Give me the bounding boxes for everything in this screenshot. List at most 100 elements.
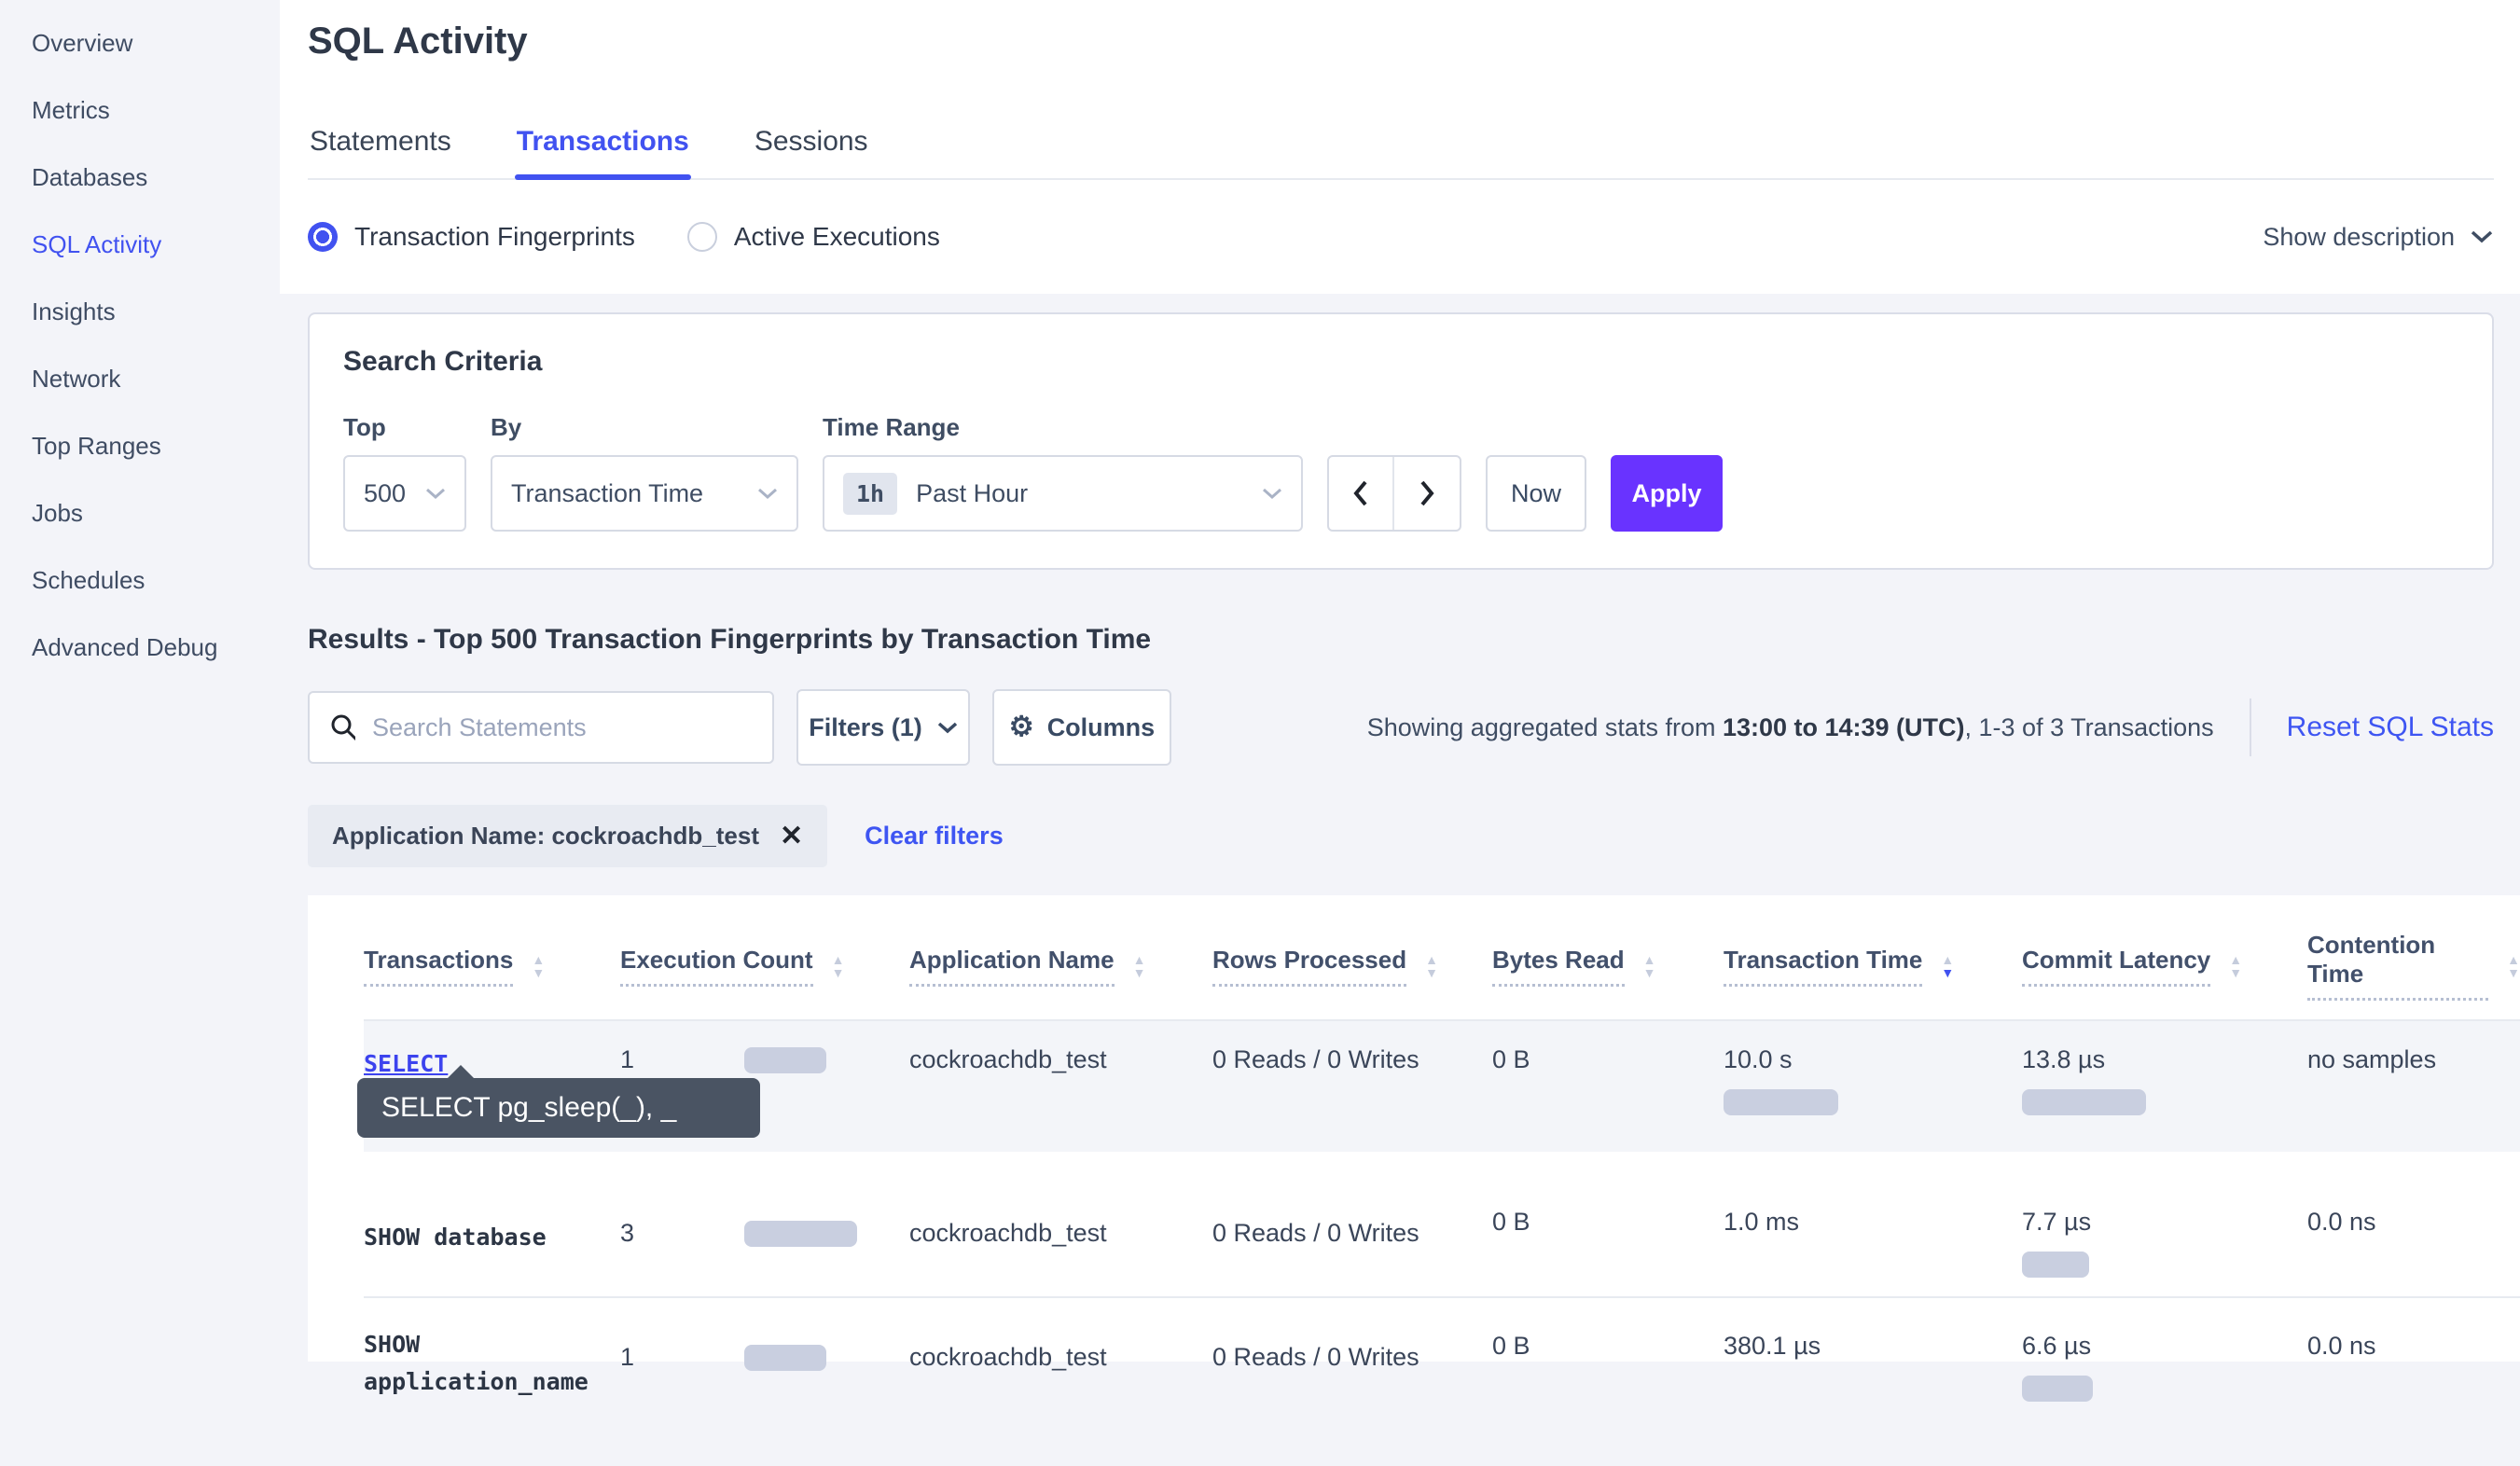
top-select[interactable]: 500 (343, 455, 466, 532)
filters-button[interactable]: Filters (1) (796, 689, 970, 766)
column-header-rows-processed[interactable]: Rows Processed ▲▼ (1212, 914, 1492, 1019)
sort-icon[interactable]: ▲▼ (532, 954, 545, 978)
sidebar-item-network[interactable]: Network (0, 345, 280, 412)
stats-suffix: , 1-3 of 3 Transactions (1965, 713, 2214, 741)
execution-count-value: 1 (620, 1343, 744, 1372)
time-range-select[interactable]: 1h Past Hour (823, 455, 1303, 532)
reset-sql-stats-link[interactable]: Reset SQL Stats (2287, 712, 2494, 743)
execution-count-value: 1 (620, 1045, 744, 1074)
time-range-badge: 1h (843, 473, 897, 515)
search-statements-box[interactable] (308, 691, 774, 764)
contention-time-cell: no samples (2307, 1021, 2520, 1074)
show-description-toggle[interactable]: Show description (2263, 223, 2494, 252)
by-label: By (491, 413, 798, 442)
tab-statements[interactable]: Statements (308, 109, 453, 178)
sidebar-item-insights[interactable]: Insights (0, 278, 280, 345)
execution-count-value: 3 (620, 1219, 744, 1248)
column-label: Commit Latency (2022, 946, 2210, 987)
application-name-cell: cockroachdb_test (909, 1152, 1212, 1248)
column-header-transactions[interactable]: Transactions ▲▼ (364, 914, 620, 1019)
search-icon (330, 713, 355, 741)
column-header-transaction-time[interactable]: Transaction Time ▲▼ (1724, 914, 2022, 1019)
commit-latency-cell: 7.7 µs (2022, 1152, 2307, 1278)
filter-chip-application-name[interactable]: Application Name: cockroachdb_test ✕ (308, 805, 827, 867)
sort-icon[interactable]: ▲▼ (1643, 954, 1656, 978)
column-header-application-name[interactable]: Application Name ▲▼ (909, 914, 1212, 1019)
sql-statement-tooltip: SELECT pg_sleep(_), _ (357, 1078, 760, 1138)
clear-filters-link[interactable]: Clear filters (865, 822, 1004, 851)
time-nav-group (1327, 455, 1461, 532)
sidebar-item-advanced-debug[interactable]: Advanced Debug (0, 614, 280, 681)
filter-chips-row: Application Name: cockroachdb_test ✕ Cle… (308, 805, 2494, 867)
now-button[interactable]: Now (1486, 455, 1586, 532)
results-section: Results - Top 500 Transaction Fingerprin… (308, 624, 2494, 867)
top-field: Top 500 (343, 413, 466, 532)
column-header-contention-time[interactable]: Contention Time ▲▼ (2307, 914, 2520, 1019)
radio-unselected-icon[interactable] (687, 222, 717, 252)
sort-icon[interactable]: ▲▼ (832, 954, 845, 978)
top-label: Top (343, 413, 466, 442)
rows-processed-cell: 0 Reads / 0 Writes (1212, 1152, 1492, 1248)
gear-icon: ⚙ (1009, 713, 1034, 741)
by-select[interactable]: Transaction Time (491, 455, 798, 532)
chevron-down-icon (2470, 229, 2494, 244)
sidebar-item-schedules[interactable]: Schedules (0, 546, 280, 614)
filters-label: Filters (1) (809, 713, 922, 742)
transaction-text-line1: SHOW (364, 1326, 620, 1363)
page-header: SQL Activity Statements Transactions Ses… (280, 0, 2520, 294)
bytes-read-cell: 0 B (1492, 1298, 1724, 1361)
column-header-execution-count[interactable]: Execution Count ▲▼ (620, 914, 909, 1019)
by-field: By Transaction Time (491, 413, 798, 532)
stats-prefix: Showing aggregated stats from (1367, 713, 1723, 741)
columns-label: Columns (1047, 713, 1156, 742)
transaction-fingerprint-link[interactable]: SHOW database (364, 1152, 620, 1256)
commit-latency-bar (2022, 1376, 2093, 1402)
execution-count-cell: 3 (620, 1152, 909, 1248)
transaction-fingerprint-link[interactable]: SHOW application_name (364, 1298, 620, 1401)
main-content: SQL Activity Statements Transactions Ses… (280, 0, 2520, 1285)
stats-group: Showing aggregated stats from 13:00 to 1… (1367, 698, 2494, 756)
previous-time-button[interactable] (1329, 457, 1394, 530)
sort-icon[interactable]: ▲▼ (1425, 954, 1438, 978)
commit-latency-bar (2022, 1252, 2089, 1278)
tab-transactions[interactable]: Transactions (515, 109, 691, 178)
sort-icon[interactable]: ▲▼ (2507, 954, 2520, 978)
time-range-value: Past Hour (916, 479, 1028, 508)
column-header-commit-latency[interactable]: Commit Latency ▲▼ (2022, 914, 2307, 1019)
table-row: SHOW application_name 1 cockroachdb_test… (364, 1298, 2520, 1466)
commit-latency-cell: 13.8 µs (2022, 1021, 2307, 1115)
column-label: Bytes Read (1492, 946, 1625, 987)
search-statements-input[interactable] (372, 713, 752, 742)
sort-icon[interactable]: ▲▼ (2229, 954, 2242, 978)
radio-selected-icon[interactable] (308, 222, 338, 252)
sidebar-item-top-ranges[interactable]: Top Ranges (0, 412, 280, 479)
sidebar-item-databases[interactable]: Databases (0, 144, 280, 211)
transaction-text-line1[interactable]: SELECT (364, 1045, 620, 1083)
top-value: 500 (364, 479, 406, 508)
sort-icon-active-desc[interactable]: ▲▼ (1941, 954, 1954, 978)
table-row: SHOW database 3 cockroachdb_test 0 Reads… (364, 1152, 2520, 1298)
transaction-text-line2: application_name (364, 1363, 620, 1401)
sidebar-item-metrics[interactable]: Metrics (0, 76, 280, 144)
time-range-field: Time Range 1h Past Hour (823, 413, 1303, 532)
sidebar-item-jobs[interactable]: Jobs (0, 479, 280, 546)
sort-icon[interactable]: ▲▼ (1133, 954, 1146, 978)
columns-button[interactable]: ⚙ Columns (992, 689, 1171, 766)
radio-active-executions[interactable]: Active Executions (687, 222, 940, 252)
execution-count-cell: 1 (620, 1298, 909, 1372)
chevron-down-icon (425, 487, 446, 500)
by-value: Transaction Time (511, 479, 703, 508)
column-label: Rows Processed (1212, 946, 1406, 987)
transaction-time-value: 380.1 µs (1724, 1332, 2022, 1361)
rows-processed-cell: 0 Reads / 0 Writes (1212, 1021, 1492, 1074)
column-header-bytes-read[interactable]: Bytes Read ▲▼ (1492, 914, 1724, 1019)
apply-button[interactable]: Apply (1611, 455, 1723, 532)
remove-filter-icon[interactable]: ✕ (780, 820, 803, 852)
sidebar-item-sql-activity[interactable]: SQL Activity (0, 211, 280, 278)
sidebar-item-overview[interactable]: Overview (0, 9, 280, 76)
column-label: Transaction Time (1724, 946, 1922, 987)
next-time-button[interactable] (1394, 457, 1460, 530)
radio-transaction-fingerprints[interactable]: Transaction Fingerprints (308, 222, 635, 252)
tab-sessions[interactable]: Sessions (753, 109, 870, 178)
application-name-cell: cockroachdb_test (909, 1298, 1212, 1372)
